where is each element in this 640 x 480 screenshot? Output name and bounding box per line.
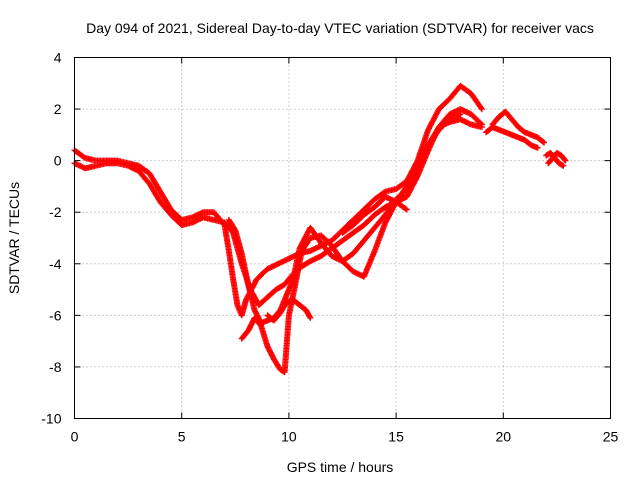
axis-ticks: 0 5 10 15 20 25 -10 -8 -6 -4 -2 0 2 4: [41, 50, 618, 445]
y-tick-label: 0: [54, 153, 62, 169]
series-track-4: [238, 111, 464, 376]
data-point: [478, 106, 485, 113]
data-point: [307, 314, 314, 321]
y-tick-label: -2: [49, 204, 62, 220]
data-point: [478, 104, 484, 111]
x-tick-label: 20: [496, 429, 512, 445]
series-track-2: [71, 106, 485, 308]
y-tick-label: -6: [49, 307, 62, 323]
x-tick-label: 5: [178, 429, 186, 445]
data-point: [457, 111, 464, 118]
data-layer: [71, 82, 569, 376]
x-tick-label: 0: [71, 429, 79, 445]
y-tick-label: -10: [41, 411, 61, 427]
y-axis-label: SDTVAR / TECUs: [6, 182, 22, 294]
y-tick-label: 4: [54, 50, 62, 66]
data-point: [402, 205, 409, 212]
series-track-7: [489, 108, 547, 146]
plot-frame: [74, 57, 611, 419]
series-track-1: [71, 82, 485, 319]
y-tick-label: -4: [49, 256, 62, 272]
data-point: [478, 124, 485, 131]
x-tick-label: 25: [603, 429, 619, 445]
x-tick-label: 10: [281, 429, 297, 445]
y-tick-label: 2: [54, 101, 62, 117]
data-point: [403, 206, 410, 213]
series-track-10: [545, 149, 569, 167]
data-point: [541, 139, 547, 146]
data-point: [534, 144, 541, 151]
y-tick-label: -8: [49, 359, 62, 375]
data-point: [561, 156, 568, 163]
series-track-8: [483, 124, 541, 151]
series-track-5: [264, 296, 314, 324]
x-axis-label: GPS time / hours: [287, 459, 394, 475]
data-point: [81, 154, 87, 161]
data-point: [560, 162, 567, 169]
data-point: [562, 157, 569, 164]
data-point: [540, 138, 546, 145]
chart-title: Day 094 of 2021, Sidereal Day-to-day VTE…: [86, 20, 594, 36]
series-track-6: [339, 193, 410, 236]
x-tick-label: 15: [388, 429, 404, 445]
